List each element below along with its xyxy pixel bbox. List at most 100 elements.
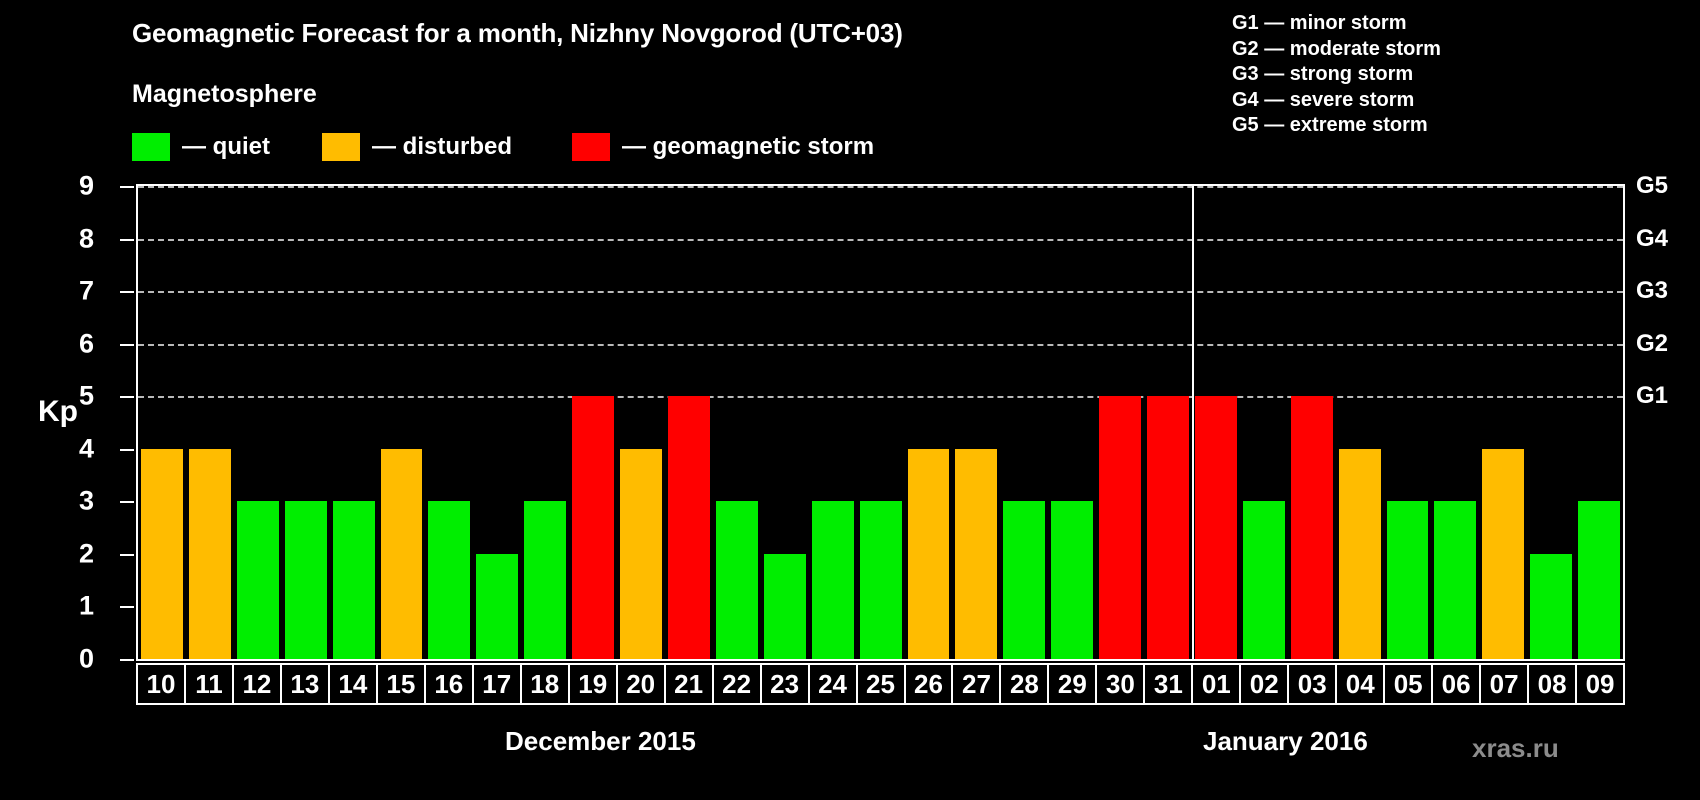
date-cell-26[interactable]: 26 xyxy=(903,663,952,705)
bar-22 xyxy=(715,501,758,659)
y-tick-label-1: 1 xyxy=(78,590,94,621)
date-cell-15[interactable]: 15 xyxy=(375,663,424,705)
date-cell-04[interactable]: 04 xyxy=(1335,663,1384,705)
bar-slot xyxy=(1431,186,1479,659)
bar-series xyxy=(138,186,1623,659)
gridline-kp-7 xyxy=(138,291,1623,294)
bar-29 xyxy=(1051,501,1094,659)
date-cell-24[interactable]: 24 xyxy=(807,663,856,705)
plot-inner xyxy=(138,186,1623,659)
date-cell-14[interactable]: 14 xyxy=(327,663,376,705)
y-tick-label-7: 7 xyxy=(78,275,94,306)
bar-04 xyxy=(1338,448,1381,659)
bar-11 xyxy=(188,448,231,659)
bar-slot xyxy=(857,186,905,659)
month-label-first: December 2015 xyxy=(505,726,696,756)
bar-30 xyxy=(1099,396,1142,659)
date-cell-20[interactable]: 20 xyxy=(615,663,664,705)
y-tick-label-0: 0 xyxy=(78,643,94,674)
legend-label-quiet: — quiet xyxy=(182,133,270,160)
date-cell-19[interactable]: 19 xyxy=(567,663,616,705)
gridline-kp-5 xyxy=(138,396,1623,399)
date-cell-11[interactable]: 11 xyxy=(183,663,232,705)
bar-slot xyxy=(234,186,282,659)
date-cell-31[interactable]: 31 xyxy=(1143,663,1192,705)
date-cell-22[interactable]: 22 xyxy=(711,663,760,705)
date-cell-23[interactable]: 23 xyxy=(759,663,808,705)
bar-slot xyxy=(1288,186,1336,659)
bar-slot xyxy=(713,186,761,659)
y-tick-6 xyxy=(120,343,134,346)
date-cell-07[interactable]: 07 xyxy=(1479,663,1528,705)
bar-slot xyxy=(282,186,330,659)
plot-area xyxy=(136,184,1625,661)
bar-20 xyxy=(620,448,662,659)
bar-16 xyxy=(428,501,471,659)
bar-28 xyxy=(1003,501,1046,659)
page-title: Geomagnetic Forecast for a month, Nizhny… xyxy=(132,18,903,48)
date-cell-12[interactable]: 12 xyxy=(231,663,280,705)
date-cell-01[interactable]: 01 xyxy=(1191,663,1240,705)
gridline-kp-8 xyxy=(138,238,1623,241)
bar-12 xyxy=(236,501,279,659)
g-tick-label-G1: G1 xyxy=(1636,382,1669,410)
date-cell-25[interactable]: 25 xyxy=(855,663,904,705)
y-tick-4 xyxy=(120,448,134,451)
date-cell-02[interactable]: 02 xyxy=(1239,663,1288,705)
g-tick-label-G5: G5 xyxy=(1636,172,1669,199)
date-cell-06[interactable]: 06 xyxy=(1431,663,1480,705)
bar-slot xyxy=(378,186,426,659)
date-cell-16[interactable]: 16 xyxy=(423,663,472,705)
bar-03 xyxy=(1290,396,1333,659)
bar-slot xyxy=(1479,186,1527,659)
date-cell-13[interactable]: 13 xyxy=(279,663,328,705)
bar-slot xyxy=(1384,186,1432,659)
date-cell-08[interactable]: 08 xyxy=(1527,663,1576,705)
bar-slot xyxy=(1096,186,1144,659)
bar-24 xyxy=(811,501,854,659)
watermark: xras.ru xyxy=(1472,733,1559,763)
bar-slot xyxy=(1048,186,1096,659)
bar-slot xyxy=(1192,186,1240,659)
bar-slot xyxy=(761,186,809,659)
date-cell-17[interactable]: 17 xyxy=(471,663,520,705)
bar-25 xyxy=(859,501,902,659)
date-cell-09[interactable]: 09 xyxy=(1575,663,1626,705)
y-tick-label-2: 2 xyxy=(78,538,94,569)
date-cell-05[interactable]: 05 xyxy=(1383,663,1432,705)
bar-14 xyxy=(332,501,375,659)
date-cell-18[interactable]: 18 xyxy=(519,663,568,705)
y-tick-label-5: 5 xyxy=(78,380,94,411)
date-cell-03[interactable]: 03 xyxy=(1287,663,1336,705)
bar-27 xyxy=(955,448,998,659)
bar-17 xyxy=(476,553,519,659)
bar-slot xyxy=(1575,186,1623,659)
y-tick-2 xyxy=(120,553,134,556)
date-cell-29[interactable]: 29 xyxy=(1047,663,1096,705)
g-scale-row-5: G5 — extreme storm xyxy=(1232,114,1428,137)
bar-slot xyxy=(905,186,953,659)
g-tick-label-G3: G3 xyxy=(1636,277,1669,305)
bar-01 xyxy=(1194,396,1237,659)
gridline-kp-6 xyxy=(138,343,1623,346)
bar-02 xyxy=(1242,501,1285,659)
date-cell-10[interactable]: 10 xyxy=(136,663,184,705)
g-scale-legend: G1 — minor storm G2 — moderate storm G3 — … xyxy=(1232,11,1441,139)
bar-06 xyxy=(1434,501,1477,659)
bar-09 xyxy=(1578,501,1621,659)
date-cell-27[interactable]: 27 xyxy=(951,663,1000,705)
bar-10 xyxy=(141,448,183,659)
date-cell-28[interactable]: 28 xyxy=(999,663,1048,705)
gridline-kp-9 xyxy=(138,186,1623,188)
legend-label-storm: — geomagnetic storm xyxy=(622,133,875,160)
y-tick-3 xyxy=(120,501,134,504)
bar-slot xyxy=(1240,186,1288,659)
date-cell-30[interactable]: 30 xyxy=(1095,663,1144,705)
y-tick-1 xyxy=(120,606,134,609)
y-tick-label-4: 4 xyxy=(78,433,94,464)
date-cell-21[interactable]: 21 xyxy=(663,663,712,705)
bar-05 xyxy=(1386,501,1429,659)
y-tick-label-3: 3 xyxy=(78,485,94,516)
y-tick-5 xyxy=(120,396,134,399)
